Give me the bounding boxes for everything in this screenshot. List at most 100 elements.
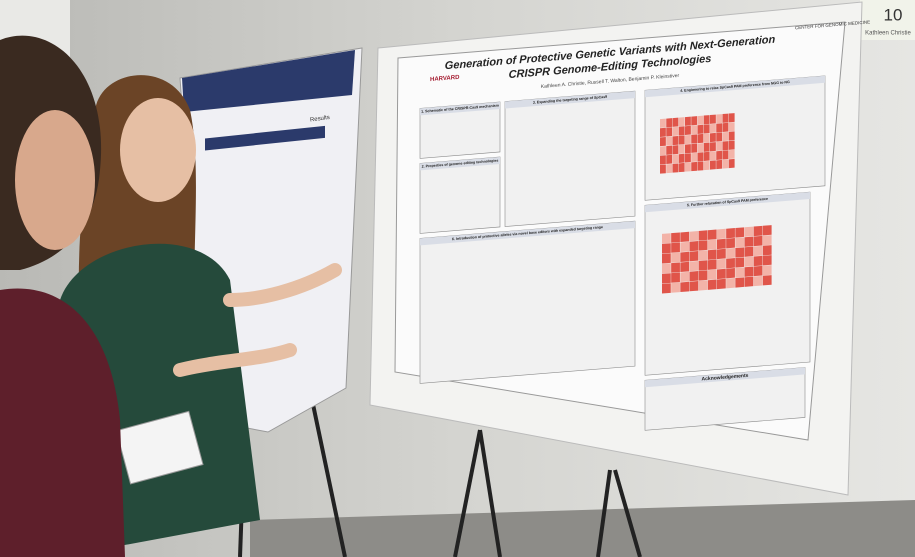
heatmap-cell: [726, 268, 735, 279]
heatmap-cell: [680, 231, 690, 243]
heatmap-cell: [762, 265, 772, 276]
sign-number: 10: [884, 5, 903, 24]
heatmap-cell: [728, 113, 735, 123]
heatmap-cell: [728, 149, 735, 159]
heatmap-cell: [660, 146, 666, 156]
heatmap-cell: [744, 276, 754, 287]
heatmap-cell: [697, 124, 704, 134]
heatmap-cell: [678, 144, 685, 154]
heatmap-cell: [662, 233, 671, 244]
heatmap-cell: [716, 132, 723, 142]
heatmap-cell: [685, 144, 691, 154]
heatmap-cell: [716, 159, 723, 170]
heatmap-cell: [735, 277, 745, 288]
poster-section: [504, 90, 636, 227]
heatmap-cell: [703, 124, 710, 134]
heatmap-cell: [691, 143, 698, 153]
heatmap-cell: [680, 261, 690, 273]
heatmap-cell: [671, 242, 680, 253]
heatmap-cell: [689, 261, 699, 272]
section-header-bar: [420, 156, 500, 171]
heatmap-cell: [710, 151, 716, 161]
heatmap-cell: [689, 281, 699, 292]
heatmap-cell: [710, 123, 716, 133]
heatmap-cell: [744, 266, 754, 277]
heatmap-cell: [707, 229, 717, 240]
heatmap-cell: [671, 232, 680, 243]
heatmap-cell: [671, 282, 680, 293]
heatmap-cell: [660, 164, 666, 174]
heatmap-cell: [660, 155, 666, 165]
heatmap-cell: [698, 260, 708, 271]
heatmap-cell: [707, 259, 717, 270]
easels: [238, 389, 642, 557]
heatmap-cell: [691, 134, 698, 144]
section-header-bar: [505, 91, 635, 109]
heatmap-cell: [689, 241, 699, 252]
heatmap-cell: [744, 226, 754, 237]
heatmap-cell: [726, 228, 735, 239]
heatmap-cell: [697, 152, 704, 162]
heatmap-cell: [698, 230, 708, 241]
heatmap-cell: [689, 271, 699, 282]
heatmap-cell: [722, 159, 729, 169]
heatmap-cell: [744, 236, 754, 247]
heatmap-cell: [689, 231, 699, 242]
heatmap-cell: [707, 269, 717, 280]
heatmap-cell: [707, 279, 717, 290]
heatmap-cell: [753, 255, 763, 267]
heatmap-cell: [698, 270, 708, 281]
section-header-bar: [420, 101, 500, 116]
heatmap-cell: [666, 136, 673, 146]
heatmap-cell: [726, 278, 735, 289]
heatmap-cell: [666, 163, 673, 174]
heatmap-cell: [717, 258, 726, 270]
section-heading: 5. Further relaxation of SpCas9 PAM pref…: [687, 197, 768, 208]
heatmap-cell: [726, 238, 735, 249]
heatmap-cell: [753, 235, 763, 247]
floor: [250, 500, 915, 557]
heatmap-cell: [762, 225, 772, 236]
section-header-bar: [645, 75, 825, 98]
heatmap-cell: [722, 122, 729, 132]
heatmap-cell: [726, 258, 735, 269]
heatmap-cell: [722, 141, 729, 151]
heatmap-cell: [722, 150, 729, 160]
heatmap-cell: [753, 275, 763, 287]
heatmap-cell: [735, 227, 745, 238]
heatmap-cell: [689, 251, 699, 262]
heatmap-cell: [728, 122, 735, 132]
heatmap-cell: [666, 145, 673, 155]
heatmap-cell: [728, 158, 735, 169]
heatmap-cell: [707, 239, 717, 250]
heatmap-cell: [710, 160, 716, 170]
sign-name: Kathleen Christie: [865, 31, 911, 37]
poster-section: [419, 220, 636, 384]
heatmap-cell: [660, 136, 666, 147]
heatmap-cell: [710, 132, 716, 143]
heatmap-cell: [710, 114, 716, 124]
sign-card: [860, 0, 915, 40]
heatmap-cell: [697, 161, 704, 171]
heatmap-cell: [753, 265, 763, 277]
heatmap-cell: [691, 116, 698, 126]
heatmap-cell: [660, 127, 666, 138]
heatmap-cell: [660, 118, 666, 128]
heatmap-cell: [685, 134, 691, 145]
heatmap-cell: [722, 131, 729, 142]
section-header-bar: [420, 221, 635, 246]
heatmap-cell: [735, 257, 745, 268]
heatmap-cell: [672, 154, 679, 164]
heatmap-cell: [678, 162, 685, 173]
heatmap-cell: [703, 133, 710, 143]
heatmap-cell: [717, 228, 726, 240]
heatmap-cell: [762, 245, 772, 256]
heatmap-cell: [672, 117, 679, 127]
heatmap-cell: [728, 140, 735, 150]
heatmap-cell: [678, 126, 685, 136]
heatmap-cell: [762, 275, 772, 286]
heatmap-cell: [716, 123, 723, 133]
heatmap-cell: [666, 127, 673, 137]
section-header-bar: [645, 192, 810, 213]
heatmap-cell: [691, 152, 698, 162]
